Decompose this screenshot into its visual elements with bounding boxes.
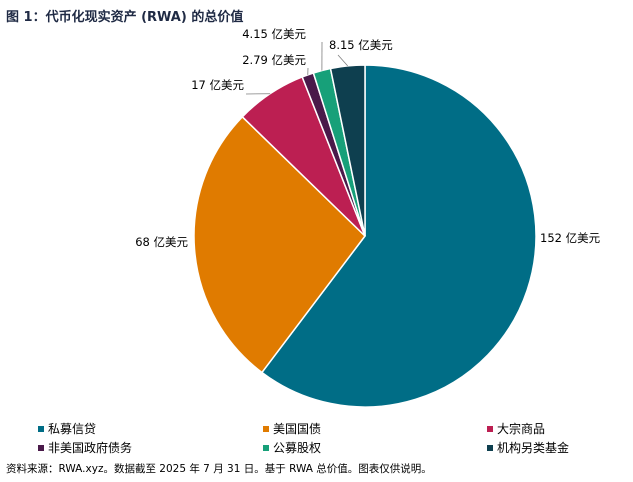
legend-item-2: 大宗商品	[487, 420, 545, 437]
data-label-1: 68 亿美元	[135, 235, 188, 249]
legend-swatch	[487, 425, 493, 432]
legend-item-5: 机构另类基金	[487, 439, 569, 456]
data-label-3: 2.79 亿美元	[242, 53, 306, 67]
legend-label: 非美国政府债务	[48, 441, 133, 455]
legend-label: 机构另类基金	[497, 441, 570, 455]
legend-label: 私募信贷	[48, 422, 97, 436]
legend-swatch	[263, 444, 269, 451]
legend-label: 大宗商品	[497, 422, 546, 436]
legend-item-3: 非美国政府债务	[38, 439, 132, 456]
pie-slice-1	[193, 115, 366, 374]
chart-title: 图 1：代币化现实资产 (RWA) 的总价值	[6, 10, 244, 25]
legend-swatch	[487, 444, 493, 451]
leader-line-5	[337, 54, 348, 67]
legend-swatch	[38, 425, 44, 432]
data-label-0: 152 亿美元	[540, 231, 601, 245]
legend-item-4: 公募股权	[263, 439, 321, 456]
source-note: 资料来源：RWA.xyz。数据截至 2025 年 7 月 31 日。基于 RWA…	[6, 463, 432, 475]
pie-slice-5	[329, 64, 366, 237]
pie-slice-0	[260, 64, 537, 408]
data-label-2: 17 亿美元	[191, 78, 244, 92]
legend-label: 公募股权	[273, 441, 322, 455]
legend-label: 美国国债	[273, 422, 322, 436]
data-label-4: 4.15 亿美元	[242, 27, 306, 41]
legend-swatch	[263, 425, 269, 432]
legend-swatch	[38, 444, 44, 451]
data-label-5: 8.15 亿美元	[329, 38, 393, 52]
legend-item-1: 美国国债	[263, 420, 321, 437]
legend-item-0: 私募信贷	[38, 420, 96, 437]
